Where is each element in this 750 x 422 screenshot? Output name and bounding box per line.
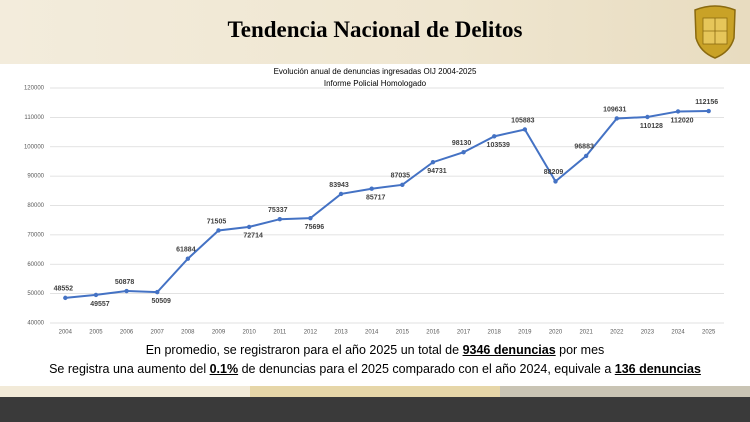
y-tick-label: 60000 <box>27 262 44 268</box>
data-label: 83943 <box>329 182 349 189</box>
data-label: 112020 <box>671 117 694 124</box>
chart: Evolución anual de denuncias ingresadas … <box>24 67 724 336</box>
data-label: 98130 <box>452 140 472 147</box>
point <box>645 114 650 120</box>
x-tick-label: 2004 <box>59 330 73 336</box>
y-tick-label: 80000 <box>27 203 44 209</box>
data-label: 105883 <box>511 117 534 124</box>
y-tick-label: 90000 <box>27 174 44 180</box>
x-tick-label: 2022 <box>610 330 624 336</box>
point <box>583 153 589 159</box>
data-label: 94731 <box>427 168 447 175</box>
x-tick-label: 2016 <box>426 330 440 336</box>
data-label: 48552 <box>54 286 74 293</box>
note-highlight: 136 denuncias <box>614 362 701 376</box>
note-text: de denuncias para el 2025 comparado con … <box>238 362 615 376</box>
point <box>277 216 282 222</box>
x-tick-label: 2006 <box>120 330 134 336</box>
footer-band <box>500 386 750 397</box>
data-label: 112156 <box>695 99 718 106</box>
data-label: 72714 <box>243 233 263 240</box>
note-text: En promedio, se registraron para el año … <box>145 343 463 357</box>
point <box>706 108 711 114</box>
data-label: 75337 <box>268 207 288 214</box>
footer-band <box>250 386 500 397</box>
point <box>308 215 313 221</box>
y-tick-label: 40000 <box>27 321 44 327</box>
line <box>65 110 709 299</box>
x-tick-label: 2007 <box>151 330 165 336</box>
y-tick-label: 70000 <box>27 232 44 238</box>
x-tick-label: 2011 <box>273 330 287 336</box>
x-tick-label: 2017 <box>457 330 471 336</box>
y-tick-label: 120000 <box>24 86 45 92</box>
data-label: 49557 <box>90 301 110 308</box>
y-tick-label: 110000 <box>24 115 44 121</box>
point <box>63 295 68 301</box>
chart-title: Evolución anual de denuncias ingresadas … <box>274 67 477 76</box>
data-label: 50509 <box>151 298 171 305</box>
x-tick-label: 2019 <box>518 330 532 336</box>
point <box>155 289 160 295</box>
x-tick-label: 2010 <box>242 330 256 336</box>
footer-band <box>0 386 250 397</box>
note-1: En promedio, se registraron para el año … <box>0 343 750 357</box>
x-tick-label: 2020 <box>549 330 563 336</box>
data-label: 75696 <box>305 224 325 231</box>
point <box>675 109 681 114</box>
x-tick-label: 2009 <box>212 330 226 336</box>
y-tick-label: 50000 <box>27 291 44 297</box>
data-label: 109631 <box>603 106 626 113</box>
point <box>400 182 405 188</box>
x-tick-label: 2015 <box>396 330 410 336</box>
note-text: por mes <box>555 343 605 357</box>
x-tick-label: 2018 <box>488 330 502 336</box>
point <box>369 186 374 191</box>
point <box>93 292 99 298</box>
point <box>492 134 497 139</box>
footer <box>0 397 750 422</box>
point <box>338 191 344 197</box>
data-label: 96883 <box>574 144 594 151</box>
point <box>246 224 252 230</box>
note-2: Se registra una aumento del 0.1% de denu… <box>0 362 750 376</box>
x-tick-label: 2013 <box>334 330 348 336</box>
data-label: 110128 <box>640 123 663 130</box>
note-text: Se registra una aumento del <box>49 362 210 376</box>
point <box>461 150 466 155</box>
point <box>124 288 129 294</box>
x-tick-label: 2024 <box>671 330 685 336</box>
x-tick-label: 2021 <box>579 330 593 336</box>
header: Tendencia Nacional de Delitos <box>0 0 750 64</box>
chart-subtitle: Informe Policial Homologado <box>324 79 427 88</box>
y-tick-label: 100000 <box>24 144 45 150</box>
point <box>430 160 436 165</box>
x-tick-label: 2025 <box>702 330 716 336</box>
x-tick-label: 2008 <box>181 330 195 336</box>
data-label: 50878 <box>115 279 135 286</box>
data-label: 71505 <box>207 218 227 225</box>
point <box>553 179 558 184</box>
point <box>216 228 221 233</box>
data-label: 61884 <box>176 247 196 254</box>
data-label: 103539 <box>487 142 510 149</box>
x-tick-label: 2014 <box>365 330 379 336</box>
note-highlight: 9346 denuncias <box>462 343 556 357</box>
point <box>614 116 619 121</box>
note-highlight: 0.1% <box>209 362 239 376</box>
data-label: 85717 <box>366 195 386 202</box>
slide-title: Tendencia Nacional de Delitos <box>227 17 523 42</box>
data-label: 87035 <box>391 173 411 180</box>
logo <box>694 5 736 59</box>
point <box>522 127 528 132</box>
data-label: 88209 <box>544 169 564 176</box>
x-tick-label: 2005 <box>89 330 103 336</box>
x-tick-label: 2012 <box>304 330 318 336</box>
point <box>185 256 191 261</box>
x-tick-label: 2023 <box>641 330 655 336</box>
